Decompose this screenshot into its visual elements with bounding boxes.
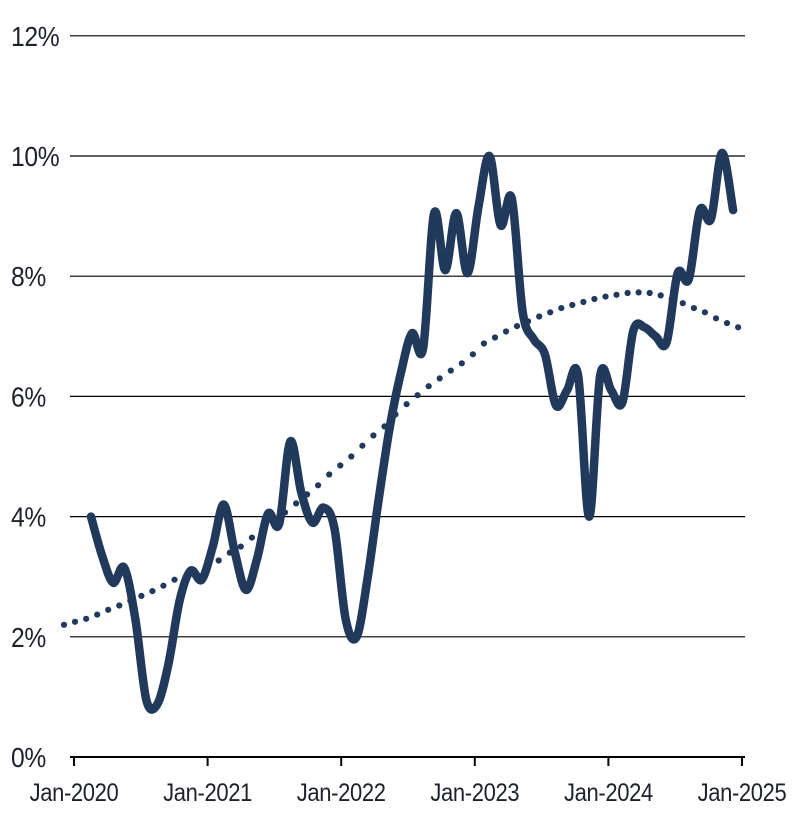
dotted-trend-series [60, 289, 742, 628]
trend-dot [646, 289, 653, 297]
trend-dot [370, 432, 377, 439]
trend-dot [679, 300, 686, 307]
trend-dot [458, 360, 465, 367]
trend-dot [536, 313, 543, 320]
gridlines [70, 35, 745, 638]
trend-dot [83, 615, 90, 622]
trend-dot [215, 557, 222, 564]
actual-rate-line [86, 148, 738, 714]
trend-dot [359, 442, 366, 449]
trend-dot [348, 453, 355, 460]
trend-dot [735, 324, 742, 331]
y-axis-label-12pct: 12% [11, 20, 59, 52]
y-axis-label-6pct: 6% [11, 381, 46, 413]
trend-dot [712, 315, 720, 322]
trend-dot [436, 375, 443, 382]
trend-dot [613, 291, 620, 298]
y-axis-label-2pct: 2% [11, 621, 46, 653]
trend-dot [491, 334, 499, 341]
trend-dot [469, 351, 476, 358]
trend-dot [480, 340, 487, 347]
trend-dot [160, 582, 167, 589]
trend-dot [403, 401, 410, 408]
trend-dot [105, 606, 112, 613]
trend-dot [94, 611, 101, 618]
trend-dot [558, 305, 565, 312]
trend-dot [569, 301, 576, 309]
trend-dot [293, 500, 300, 507]
trend-dot [635, 289, 642, 296]
trend-dot [580, 298, 587, 306]
trend-dot [60, 621, 68, 628]
trend-dot [513, 323, 521, 330]
trend-dot [690, 305, 698, 312]
trend-dot [447, 367, 454, 374]
y-axis-label-0pct: 0% [11, 742, 46, 774]
y-axis-label-8pct: 8% [11, 261, 46, 293]
trend-dot [149, 588, 156, 595]
trend-dot [337, 462, 344, 469]
x-axis [70, 756, 745, 766]
x-axis-label-Jan-2023: Jan-2023 [430, 779, 519, 807]
trend-dot [502, 328, 510, 335]
trend-dot [723, 320, 731, 327]
x-axis-label-Jan-2024: Jan-2024 [564, 779, 653, 807]
x-axis-label-Jan-2022: Jan-2022 [297, 779, 386, 807]
trend-dot [547, 309, 554, 316]
trend-dot [116, 602, 123, 609]
trend-dot [71, 618, 79, 625]
trend-dot [326, 471, 333, 478]
trend-dot [591, 295, 598, 303]
trend-dot [248, 534, 255, 541]
x-axis-label-Jan-2020: Jan-2020 [30, 779, 119, 807]
x-axis-label-Jan-2021: Jan-2021 [163, 779, 252, 807]
trend-dot [138, 592, 145, 600]
trend-dot [315, 482, 322, 489]
trend-dot [425, 383, 432, 390]
trend-dot [171, 576, 178, 583]
y-axis-label-10pct: 10% [11, 141, 59, 173]
trend-dot [624, 289, 631, 297]
x-axis-labels: Jan-2020 Jan-2021 Jan-2022 Jan-2023 Jan-2024… [30, 779, 787, 807]
trend-dot [237, 543, 244, 550]
trend-dot [602, 293, 609, 300]
y-axis-labels: 0% 2% 4% 6% 8% 10% 12% [11, 20, 60, 774]
x-axis-label-Jan-2025: Jan-2025 [698, 779, 787, 807]
y-axis-label-4pct: 4% [11, 501, 46, 533]
trend-dot [414, 392, 421, 399]
trend-dot [657, 292, 664, 299]
trend-dot [701, 309, 709, 316]
